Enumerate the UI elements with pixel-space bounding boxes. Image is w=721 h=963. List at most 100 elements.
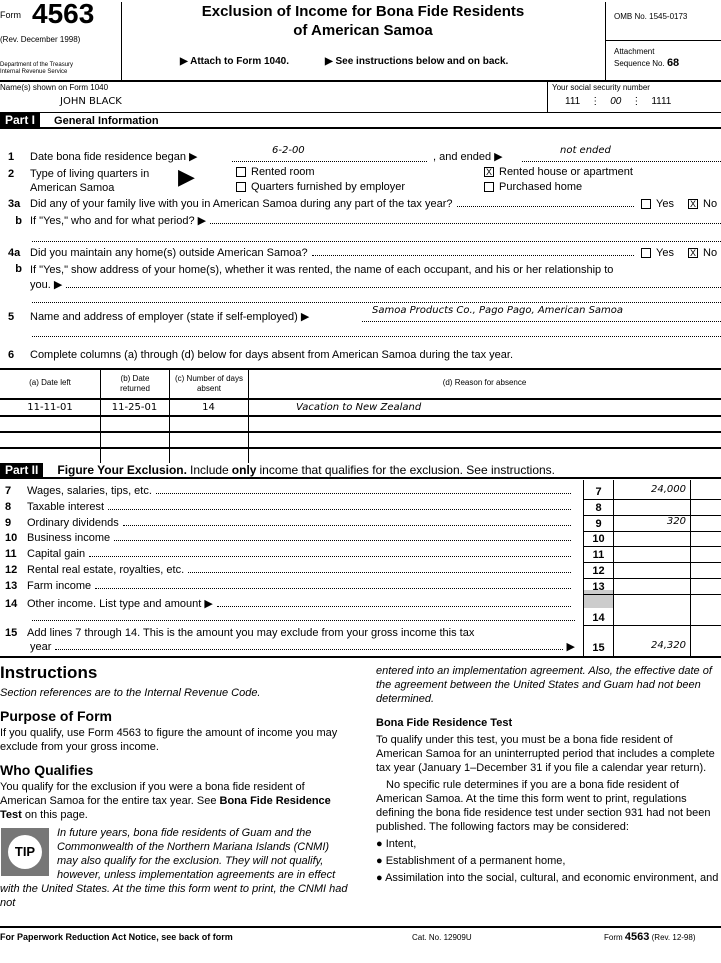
attachment-label: Attachment	[614, 47, 655, 56]
line-3b-field-2[interactable]	[32, 241, 721, 242]
line-3b-field[interactable]	[210, 223, 721, 224]
date-left-cell[interactable]: 11-11-01	[27, 402, 73, 413]
divider	[583, 578, 721, 579]
section-references: Section references are to the Internal R…	[0, 687, 261, 699]
instructions-right-column: entered into an implementation agreement…	[376, 664, 721, 885]
col-header-reason: (d) Reason for absence	[442, 378, 527, 387]
other-income-field-2[interactable]	[32, 620, 575, 621]
table-row	[0, 447, 721, 449]
factor-bullet: ● Assimilation into the social, cultural…	[376, 872, 719, 884]
income-line-11: 11 Capital gain	[5, 548, 575, 560]
income-line-9: 9 Ordinary dividends	[5, 517, 575, 529]
divider	[583, 531, 721, 532]
name-label: Name(s) shown on Form 1040	[0, 83, 109, 92]
line-6: 6 Complete columns (a) through (d) below …	[8, 349, 514, 361]
who-qualifies-text: You qualify for the exclusion if you wer…	[0, 781, 331, 821]
factor-bullet: ● Intent,	[376, 838, 417, 850]
irs: Internal Revenue Service	[0, 69, 68, 75]
who-qualifies-title: Who Qualifies	[0, 762, 94, 778]
box-number-13: 13	[592, 581, 605, 593]
department: Department of the Treasury	[0, 62, 74, 68]
employer-field[interactable]: Samoa Products Co., Pago Pago, American …	[372, 305, 624, 316]
instructions-title: Instructions	[0, 663, 98, 682]
box-number-12: 12	[592, 565, 605, 577]
days-absent-cell[interactable]: 14	[202, 402, 215, 413]
checkbox-4a-yes[interactable]: Yes	[641, 247, 674, 259]
income-line-12: 12 Rental real estate, royalties, etc.	[5, 564, 575, 576]
line-4b-field-2[interactable]	[32, 302, 721, 303]
amount-field-11[interactable]	[613, 547, 686, 561]
table-row	[0, 415, 721, 417]
amount-field-9[interactable]: 320	[666, 516, 686, 527]
date-returned-cell[interactable]: 11-25-01	[111, 402, 158, 413]
divider	[583, 625, 721, 626]
line-5: 5 Name and address of employer (state if …	[8, 311, 310, 323]
amount-field-10[interactable]	[613, 531, 686, 545]
line-15-cont: year ▶	[30, 641, 575, 653]
divider	[583, 499, 721, 500]
divider	[583, 546, 721, 547]
reason-cell[interactable]: Vacation to New Zealand	[296, 402, 422, 413]
box-number-11: 11	[592, 549, 605, 561]
checkbox-rented-room[interactable]: Rented room	[236, 166, 315, 178]
line-1: 1 Date bona fide residence began ▶	[8, 151, 198, 163]
divider	[583, 562, 721, 563]
and-ended-label: , and ended ▶	[433, 151, 503, 163]
form-word: Form	[0, 10, 21, 20]
form-number: 4563	[32, 0, 95, 29]
taxpayer-name-field[interactable]: JOHN BLACK	[60, 96, 122, 107]
line-15: 15 Add lines 7 through 14. This is the am…	[5, 627, 475, 639]
checkbox-4a-no[interactable]: X No	[688, 247, 718, 259]
sequence-number: 68	[666, 57, 680, 69]
col-header-days-absent: (c) Number of days absent	[174, 374, 244, 393]
amount-field-15[interactable]: 24,320	[651, 640, 686, 651]
line-5-field-2[interactable]	[32, 336, 721, 337]
checkbox-3a-yes[interactable]: Yes	[641, 198, 674, 210]
footer-form: Form 4563 (Rev. 12-98)	[604, 931, 696, 943]
divider	[583, 515, 721, 516]
amount-field-8[interactable]	[613, 500, 686, 514]
other-income-field[interactable]	[216, 606, 571, 607]
amount-field-7[interactable]: 24,000	[651, 484, 686, 495]
line-4b-you-row: you. ▶	[30, 278, 721, 291]
line-3b: b If "Yes," who and for what period? ▶	[8, 214, 721, 227]
box-number-10: 10	[592, 533, 605, 545]
tip-icon: TIP	[1, 828, 49, 876]
amount-field-14[interactable]	[613, 610, 686, 624]
col-header-date-left: (a) Date left	[29, 378, 71, 387]
income-line-7: 7 Wages, salaries, tips, etc.	[5, 485, 575, 497]
residence-ended-field[interactable]: not ended	[560, 145, 611, 156]
paperwork-notice: For Paperwork Reduction Act Notice, see …	[0, 932, 233, 942]
checkbox-quarters-employer[interactable]: Quarters furnished by employer	[236, 181, 405, 193]
bona-fide-test-p2: No specific rule determines if you are a…	[376, 779, 711, 833]
box-number-14: 14	[592, 612, 605, 624]
ssn-label: Your social security number	[552, 83, 650, 92]
amount-field-12[interactable]	[613, 563, 686, 577]
bona-fide-test-p1: To qualify under this test, you must be …	[376, 734, 715, 774]
checkbox-3a-no[interactable]: X No	[688, 198, 718, 210]
bona-fide-test-title: Bona Fide Residence Test	[376, 717, 513, 729]
box-number-8: 8	[595, 502, 602, 514]
checkbox-purchased-home[interactable]: Purchased home	[484, 181, 582, 193]
line-4b-field[interactable]	[66, 287, 721, 288]
omb-number: OMB No. 1545-0173	[614, 12, 688, 21]
box-number-15: 15	[592, 642, 605, 654]
revision: (Rev. December 1998)	[0, 35, 81, 44]
line-3a: 3a Did any of your family live with you i…	[8, 198, 638, 210]
box-number-9: 9	[595, 518, 602, 530]
tip-text-continued: entered into an implementation agreement…	[376, 665, 712, 705]
line-4b-number: b	[15, 263, 22, 275]
line-4b-you: you. ▶	[30, 279, 63, 291]
income-line-10: 10 Business income	[5, 532, 575, 544]
cat-number: Cat. No. 12909U	[412, 933, 472, 942]
line-4b: If "Yes," show address of your home(s), …	[30, 264, 614, 276]
line-2: 2 Type of living quarters in	[8, 168, 150, 180]
box-number-7: 7	[595, 486, 602, 498]
residence-began-field[interactable]: 6-2-00	[272, 145, 305, 156]
purpose-text: If you qualify, use Form 4563 to figure …	[0, 727, 338, 753]
factor-bullet: ● Establishment of a permanent home,	[376, 855, 566, 867]
amount-field-13[interactable]	[613, 579, 686, 593]
checkbox-rented-house[interactable]: X Rented house or apartment	[484, 166, 633, 178]
ssn-field[interactable]: 111 ⋮ 00 ⋮ 1111	[565, 96, 672, 107]
income-line-13: 13 Farm income	[5, 580, 575, 592]
